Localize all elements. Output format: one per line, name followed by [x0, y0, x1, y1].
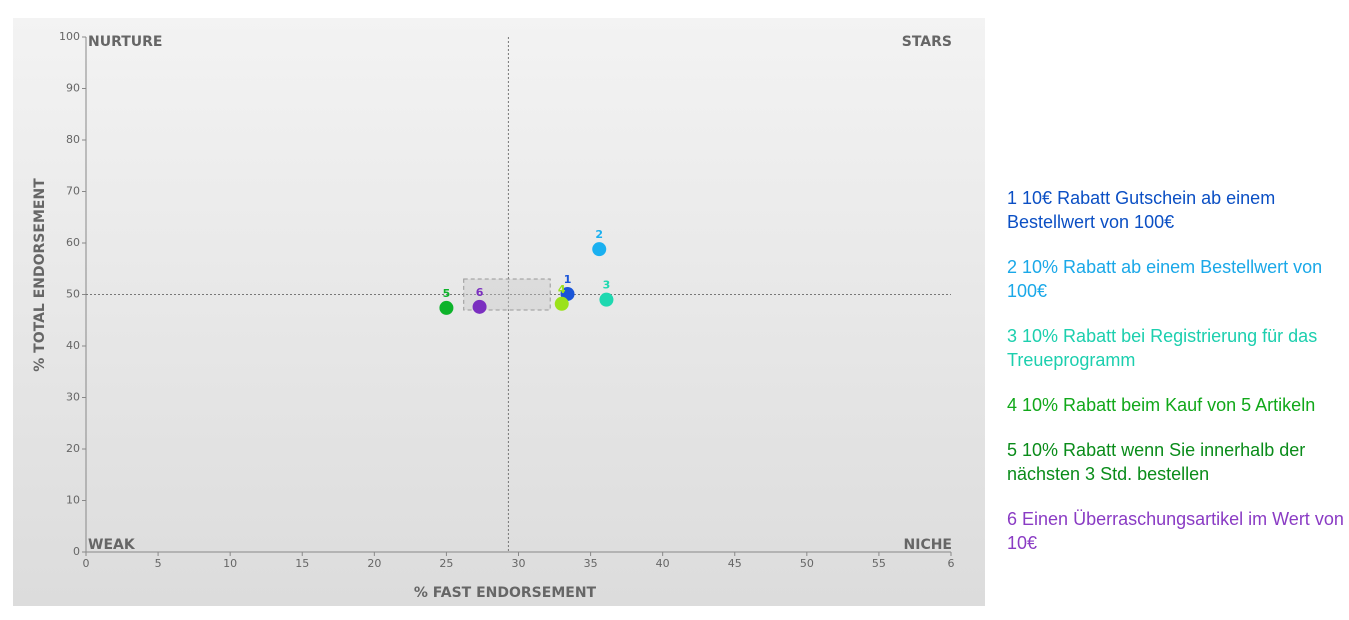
point-label: 5	[443, 287, 451, 300]
quadrant-label: STARS	[902, 34, 952, 50]
point	[554, 296, 569, 311]
legend-number: 4	[1007, 395, 1018, 415]
legend-number: 1	[1007, 188, 1018, 208]
point	[472, 299, 487, 314]
y-tick-label: 30	[66, 391, 80, 404]
legend-text: 10% Rabatt beim Kauf von 5 Artikeln	[1022, 395, 1316, 415]
legend-item: 3 10% Rabatt bei Registrierung für das T…	[1007, 324, 1347, 372]
legend-number: 5	[1007, 440, 1018, 460]
legend-text: Einen Überraschungsartikel im Wert von 1…	[1007, 509, 1344, 553]
chart: NURTURE STARS WEAK NICHE % FAST ENDORSEM…	[13, 18, 985, 606]
legend-number: 2	[1007, 257, 1018, 277]
x-tick-label: 55	[872, 557, 886, 570]
x-tick-label: 10	[223, 557, 237, 570]
point-label: 4	[558, 283, 566, 296]
x-tick-label: 45	[728, 557, 742, 570]
legend-number: 6	[1007, 509, 1018, 529]
point	[592, 242, 607, 257]
legend-text: 10€ Rabatt Gutschein ab einem Bestellwer…	[1007, 188, 1276, 232]
point-label: 6	[476, 286, 484, 299]
y-tick-label: 60	[66, 236, 80, 249]
x-tick-label: 30	[512, 557, 526, 570]
x-tick-label: 15	[295, 557, 309, 570]
point	[599, 292, 614, 307]
y-tick-label: 50	[66, 288, 80, 301]
y-tick-label: 90	[66, 82, 80, 95]
x-tick-label: 6	[948, 557, 955, 570]
y-tick-label: 70	[66, 185, 80, 198]
x-axis-label: % FAST ENDORSEMENT	[414, 585, 597, 601]
quadrant-label: WEAK	[88, 537, 136, 553]
quadrant-label: NICHE	[904, 537, 952, 553]
x-tick-label: 0	[83, 557, 90, 570]
x-tick-label: 5	[155, 557, 162, 570]
point	[439, 300, 454, 315]
y-tick-label: 100	[59, 30, 80, 43]
legend-text: 10% Rabatt wenn Sie innerhalb der nächst…	[1007, 440, 1306, 484]
y-tick-label: 20	[66, 442, 80, 455]
point-label: 3	[603, 279, 611, 292]
point-label: 1	[564, 273, 572, 286]
x-tick-label: 20	[367, 557, 381, 570]
legend-item: 5 10% Rabatt wenn Sie innerhalb der näch…	[1007, 438, 1347, 486]
x-tick-label: 25	[439, 557, 453, 570]
y-tick-label: 10	[66, 494, 80, 507]
legend-item: 4 10% Rabatt beim Kauf von 5 Artikeln	[1007, 393, 1347, 417]
legend: 1 10€ Rabatt Gutschein ab einem Bestellw…	[1007, 186, 1347, 576]
point-label: 2	[595, 228, 603, 241]
y-tick-label: 80	[66, 133, 80, 146]
legend-item: 1 10€ Rabatt Gutschein ab einem Bestellw…	[1007, 186, 1347, 234]
y-tick-label: 0	[73, 545, 80, 558]
y-axis-label: % TOTAL ENDORSEMENT	[32, 178, 48, 372]
legend-number: 3	[1007, 326, 1018, 346]
x-tick-label: 40	[656, 557, 670, 570]
legend-text: 10% Rabatt bei Registrierung für das Tre…	[1007, 326, 1318, 370]
legend-item: 6 Einen Überraschungsartikel im Wert von…	[1007, 507, 1347, 555]
legend-text: 10% Rabatt ab einem Bestellwert von 100€	[1007, 257, 1323, 301]
y-tick-label: 40	[66, 339, 80, 352]
x-tick-label: 50	[800, 557, 814, 570]
legend-item: 2 10% Rabatt ab einem Bestellwert von 10…	[1007, 255, 1347, 303]
x-tick-label: 35	[584, 557, 598, 570]
chart-background	[13, 18, 985, 606]
quadrant-label: NURTURE	[88, 34, 163, 50]
